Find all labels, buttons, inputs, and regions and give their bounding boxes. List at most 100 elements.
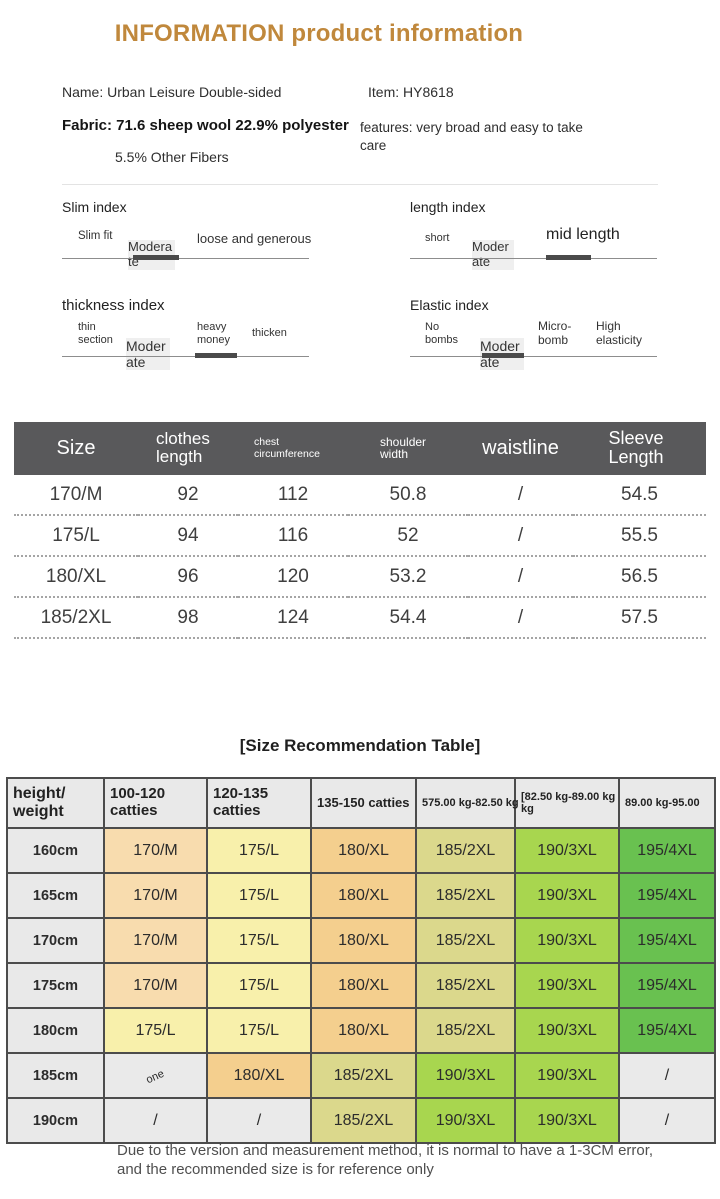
recommendation-table-title: [Size Recommendation Table]	[239, 736, 481, 755]
cell: /	[206, 1097, 312, 1144]
cell: 195/4XL	[618, 1007, 716, 1054]
size-recommendation-table: height/ weight 100-120 catties 120-135 c…	[6, 777, 716, 1144]
cell: 175/L	[206, 872, 312, 919]
slim-index-title: Slim index	[62, 199, 127, 215]
cell: 190/3XL	[514, 1052, 620, 1099]
length-label-mid: Moderate	[472, 239, 514, 270]
rec-row-180: 180cm 175/L 175/L 180/XL 185/2XL 190/3XL…	[6, 1007, 716, 1054]
cell: 120	[238, 556, 348, 598]
col-82-89kg: [82.50 kg-89.00 kg kg	[514, 777, 620, 829]
slim-slider-track	[62, 258, 309, 259]
cell: 180/XL	[310, 872, 417, 919]
rec-row-185: 185cm one 180/XL 185/2XL 190/3XL 190/3XL…	[6, 1052, 716, 1099]
height-cell: 170cm	[6, 917, 105, 964]
elastic-label-1: No bombs	[425, 321, 459, 347]
cell: 180/XL	[310, 1007, 417, 1054]
cell: 175/L	[206, 1007, 312, 1054]
cell: 56.5	[573, 556, 706, 598]
size-row-170M: 170/M 92 112 50.8 / 54.5	[14, 475, 706, 516]
slim-label-right: loose and generous	[197, 231, 312, 246]
cell: 180/XL	[310, 962, 417, 1009]
slim-index: Slim index Slim fit Moderate loose and g…	[62, 199, 322, 294]
cell: 190/3XL	[514, 1007, 620, 1054]
col-shoulder-width: shoulder width	[348, 422, 468, 475]
cell: 92	[138, 475, 238, 516]
fit-index-section: Slim index Slim fit Moderate loose and g…	[62, 195, 672, 395]
cell: one	[103, 1052, 208, 1099]
cell: /	[468, 515, 573, 557]
cell: /	[468, 475, 573, 516]
cell: 190/3XL	[514, 917, 620, 964]
cell: 195/4XL	[618, 917, 716, 964]
height-cell: 180cm	[6, 1007, 105, 1054]
cell: 52	[348, 515, 468, 557]
cell: 170/M	[14, 475, 138, 516]
elastic-label-3: Micro-bomb	[538, 319, 572, 348]
cell: 53.2	[348, 556, 468, 598]
size-row-1852XL: 185/2XL 98 124 54.4 / 57.5	[14, 597, 706, 639]
disclaimer-line-2: and the recommended size is for referenc…	[117, 1160, 434, 1178]
rec-row-170: 170cm 170/M 175/L 180/XL 185/2XL 190/3XL…	[6, 917, 716, 964]
length-label-left: short	[425, 232, 450, 244]
product-features: features: very broad and easy to take ca…	[360, 120, 583, 153]
col-height-weight: height/ weight	[6, 777, 105, 829]
elastic-label-4: High elasticity	[596, 319, 643, 348]
height-cell: 190cm	[6, 1097, 105, 1144]
cell: /	[618, 1052, 716, 1099]
cell: 190/3XL	[514, 962, 620, 1009]
cell: 190/3XL	[514, 872, 620, 919]
cell: 195/4XL	[618, 827, 716, 874]
cell: 170/M	[103, 827, 208, 874]
cell: 94	[138, 515, 238, 557]
cell: 180/XL	[310, 917, 417, 964]
size-table-header-row: Size clothes length chest circumference …	[14, 422, 706, 475]
cell: 112	[238, 475, 348, 516]
col-75-82kg: 575.00 kg-82.50 kg	[415, 777, 519, 829]
cell: 190/3XL	[415, 1052, 516, 1099]
elastic-slider-track	[410, 356, 657, 357]
length-index-title: length index	[410, 199, 486, 215]
cell: 175/L	[206, 917, 312, 964]
disclaimer-text: Due to the version and measurement metho…	[117, 1142, 717, 1180]
length-slider-mark	[546, 255, 591, 260]
cell: 57.5	[573, 597, 706, 639]
cell: 124	[238, 597, 348, 639]
col-135-150: 135-150 catties	[310, 777, 417, 829]
cell: 175/L	[206, 962, 312, 1009]
cell: 170/M	[103, 962, 208, 1009]
page-title: INFORMATION product information	[114, 20, 524, 47]
cell: 96	[138, 556, 238, 598]
product-name: Name: Urban Leisure Double-sided	[62, 84, 282, 100]
thickness-index-title: thickness index	[62, 297, 165, 314]
col-clothes-length: clothes length	[138, 422, 238, 475]
cell: /	[468, 597, 573, 639]
slim-slider-mark	[133, 255, 179, 260]
cell: 195/4XL	[618, 962, 716, 1009]
cell: 185/2XL	[310, 1052, 417, 1099]
length-slider-track	[410, 258, 657, 259]
cell: 195/4XL	[618, 872, 716, 919]
col-chest-circumference: chest circumference	[238, 422, 348, 475]
rec-header-row: height/ weight 100-120 catties 120-135 c…	[6, 777, 716, 829]
cell: 170/M	[103, 872, 208, 919]
thickness-label-3: heavy money	[197, 321, 231, 347]
col-100-120: 100-120 catties	[103, 777, 208, 829]
slim-label-left: Slim fit	[78, 230, 113, 242]
cell: /	[468, 556, 573, 598]
product-fabric-extra: 5.5% Other Fibers	[115, 149, 229, 165]
thickness-slider-mark	[195, 353, 237, 358]
length-label-right: mid length	[546, 226, 620, 243]
height-cell: 185cm	[6, 1052, 105, 1099]
length-index: length index short Moderate mid length	[410, 199, 670, 294]
product-info-section: Name: Urban Leisure Double-sided Item: H…	[62, 80, 702, 200]
rec-row-175: 175cm 170/M 175/L 180/XL 185/2XL 190/3XL…	[6, 962, 716, 1009]
cell: /	[103, 1097, 208, 1144]
size-row-175L: 175/L 94 116 52 / 55.5	[14, 515, 706, 557]
rec-row-160: 160cm 170/M 175/L 180/XL 185/2XL 190/3XL…	[6, 827, 716, 874]
height-cell: 175cm	[6, 962, 105, 1009]
size-measurement-table: Size clothes length chest circumference …	[14, 422, 706, 639]
thickness-index: thickness index thin section Moderate he…	[62, 297, 322, 392]
height-cell: 160cm	[6, 827, 105, 874]
elastic-slider-mark	[482, 353, 524, 358]
